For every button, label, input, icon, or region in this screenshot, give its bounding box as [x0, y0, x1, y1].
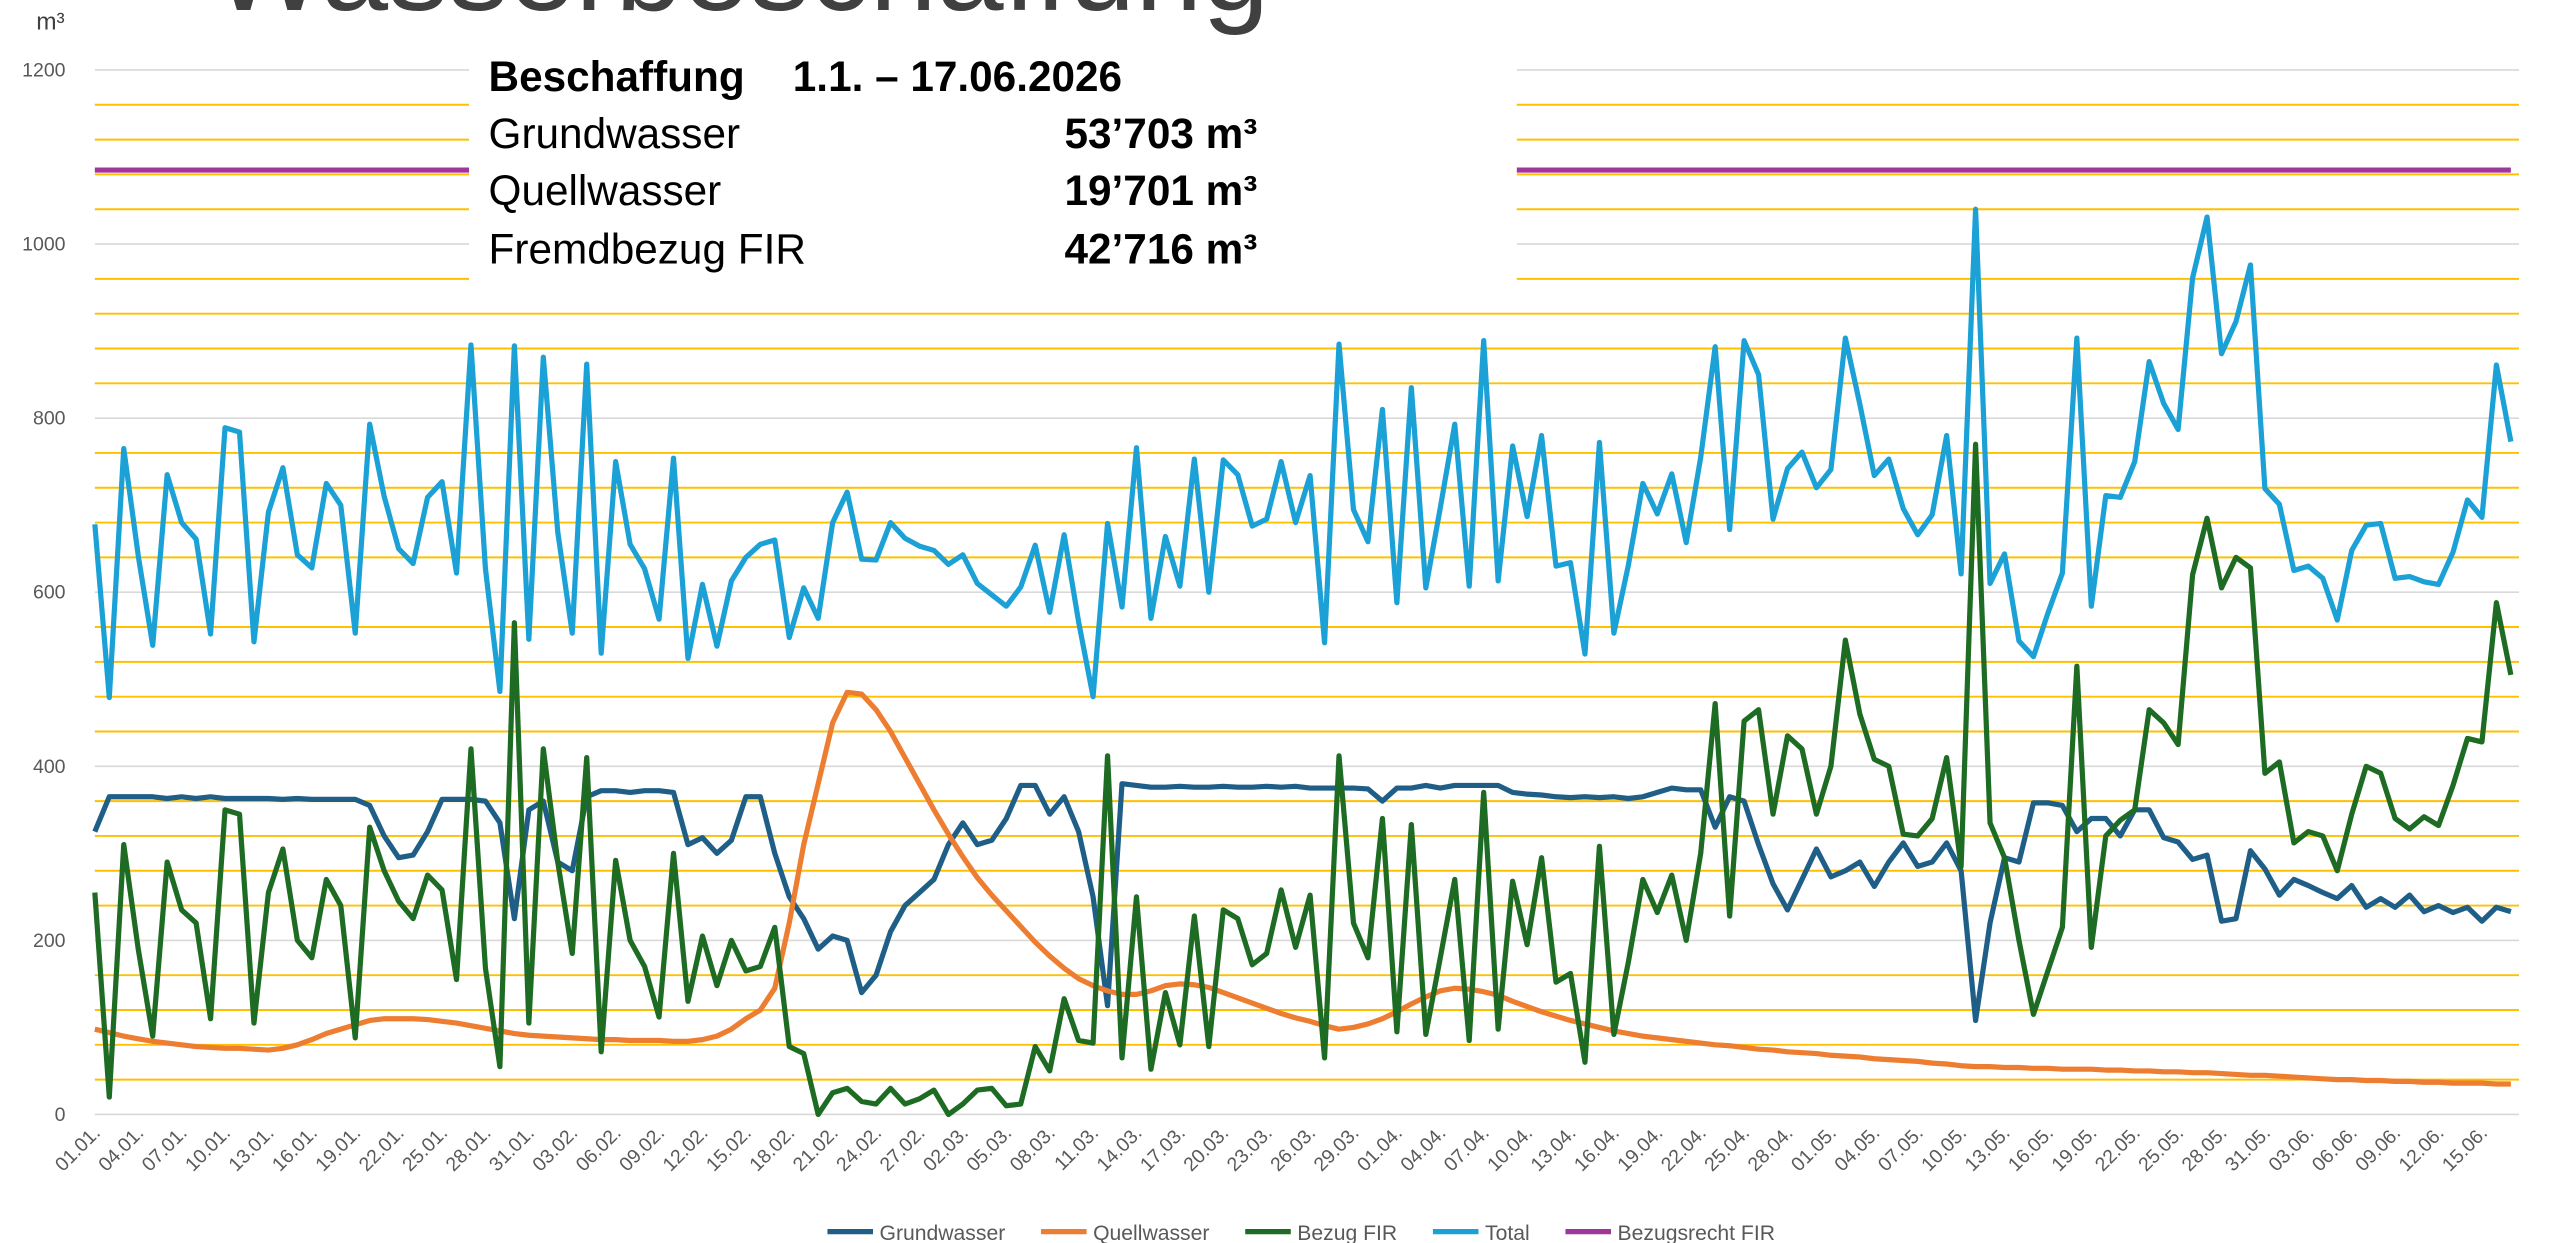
x-tick-label: 22.05.	[2091, 1122, 2145, 1176]
x-tick-label: 15.02.	[702, 1122, 756, 1176]
legend-item: Bezug FIR	[1245, 1222, 1397, 1243]
x-tick-label: 06.02.	[572, 1122, 626, 1176]
series-line	[92, 441, 2514, 1118]
x-tick-label: 10.01.	[181, 1122, 235, 1176]
x-tick-label: 10.05.	[1917, 1122, 1971, 1176]
x-tick-label: 11.03.	[1050, 1122, 1103, 1175]
info-title: Beschaffung	[489, 53, 745, 100]
x-tick-label: 31.05.	[2221, 1122, 2275, 1176]
info-value: 19’701 m³	[1064, 167, 1257, 214]
legend-item: Bezugsrecht FIR	[1565, 1222, 1775, 1243]
y-tick-label: 800	[33, 408, 66, 430]
x-tick-label: 18.02.	[745, 1122, 799, 1176]
x-tick-label: 17.03.	[1136, 1122, 1190, 1176]
x-tick-label: 22.01.	[355, 1122, 409, 1176]
x-tick-label: 12.02.	[659, 1122, 713, 1176]
legend-item: Total	[1432, 1222, 1530, 1243]
legend-label: Quellwasser	[1093, 1222, 1209, 1243]
info-label: Quellwasser	[489, 167, 722, 214]
x-tick-label: 19.04.	[1613, 1122, 1667, 1176]
y-tick-label: 1200	[22, 59, 66, 81]
x-tick-label: 16.04.	[1570, 1122, 1624, 1176]
info-value: 42’716 m³	[1064, 226, 1257, 273]
y-tick-label: 600	[33, 582, 66, 604]
legend-label: Total	[1485, 1222, 1530, 1243]
x-tick-label: 28.01.	[442, 1122, 496, 1176]
x-tick-label: 23.03.	[1223, 1122, 1277, 1176]
x-tick-label: 19.01.	[311, 1122, 365, 1176]
info-period: 1.1. – 17.06.2026	[793, 53, 1122, 100]
info-label: Fremdbezug FIR	[489, 226, 806, 273]
info-box-text: Beschaffung 1.1. – 17.06.2026 Grundwasse…	[489, 53, 1258, 272]
x-tick-label: 01.05.	[1787, 1122, 1841, 1176]
x-tick-label: 25.04.	[1700, 1122, 1754, 1176]
x-tick-label: 04.04.	[1396, 1122, 1450, 1176]
x-tick-label: 10.04.	[1483, 1122, 1537, 1176]
x-tick-label: 26.03.	[1266, 1122, 1320, 1176]
x-tick-label: 06.06.	[2308, 1122, 2362, 1176]
x-tick-label: 27.02.	[876, 1122, 930, 1176]
y-unit: m³	[36, 8, 64, 35]
x-tick-label: 28.05.	[2178, 1122, 2232, 1176]
x-tick-label: 22.04.	[1657, 1122, 1711, 1176]
series-line	[92, 781, 2512, 1024]
x-tick-label: 07.01.	[138, 1122, 192, 1176]
series-line	[92, 206, 2514, 701]
y-tick-label: 0	[55, 1104, 66, 1126]
x-tick-label: 03.02.	[528, 1122, 582, 1176]
legend-item: Grundwasser	[827, 1222, 1005, 1243]
x-tick-label: 09.02.	[615, 1122, 669, 1176]
x-tick-label: 20.03.	[1179, 1122, 1233, 1176]
lines	[92, 167, 2514, 1118]
x-tick-label: 08.03.	[1006, 1122, 1060, 1176]
legend: Grundwasser Quellwasser Bezug FIR Total Bezu…	[827, 1222, 1775, 1243]
x-tick-label: 25.05.	[2134, 1122, 2188, 1176]
x-tick-label: 03.06.	[2264, 1122, 2318, 1176]
legend-label: Bezugsrecht FIR	[1618, 1222, 1775, 1243]
x-tick-label: 24.02.	[832, 1122, 886, 1176]
x-tick-label: 12.06.	[2395, 1122, 2449, 1176]
x-tick-label: 28.04.	[1744, 1122, 1798, 1176]
x-tick-label: 19.05.	[2047, 1122, 2101, 1176]
x-tick-label: 31.01.	[485, 1122, 539, 1176]
x-tick-label: 04.01.	[94, 1122, 148, 1176]
info-box	[469, 42, 1517, 287]
grid	[94, 69, 2519, 1116]
x-tick-label: 09.06.	[2351, 1122, 2405, 1176]
x-tick-label: 13.05.	[1961, 1122, 2015, 1176]
x-tick-label: 16.05.	[2004, 1122, 2058, 1176]
chart-title: Wasserbeschaffung	[212, 0, 1269, 36]
x-tick-label: 15.06.	[2438, 1122, 2492, 1176]
x-tick-label: 04.05.	[1830, 1122, 1884, 1176]
legend-label: Grundwasser	[880, 1222, 1006, 1243]
x-tick-label: 16.01.	[268, 1122, 322, 1176]
y-tick-label: 1000	[22, 234, 66, 256]
x-tick-label: 02.03.	[919, 1122, 973, 1176]
x-tick-label: 05.03.	[962, 1122, 1016, 1176]
legend-item: Quellwasser	[1041, 1222, 1209, 1243]
x-tick-label: 29.03.	[1310, 1122, 1364, 1176]
y-tick-label: 400	[33, 756, 66, 778]
x-tick-label: 01.04.	[1353, 1122, 1407, 1176]
x-tick-label: 07.04.	[1440, 1122, 1494, 1176]
x-tick-label: 13.01.	[225, 1122, 279, 1176]
x-tick-label: 14.03.	[1093, 1122, 1147, 1176]
info-label: Grundwasser	[489, 110, 741, 157]
x-tick-label: 25.01.	[398, 1122, 452, 1176]
legend-label: Bezug FIR	[1297, 1222, 1397, 1243]
y-tick-label: 200	[33, 930, 66, 952]
x-tick-label: 01.01.	[51, 1122, 105, 1176]
x-tick-label: 13.04.	[1527, 1122, 1581, 1176]
x-tick-label: 21.02.	[789, 1122, 843, 1176]
series-line	[94, 689, 2511, 1087]
x-tick-label: 07.05.	[1874, 1122, 1928, 1176]
info-value: 53’703 m³	[1064, 110, 1257, 157]
